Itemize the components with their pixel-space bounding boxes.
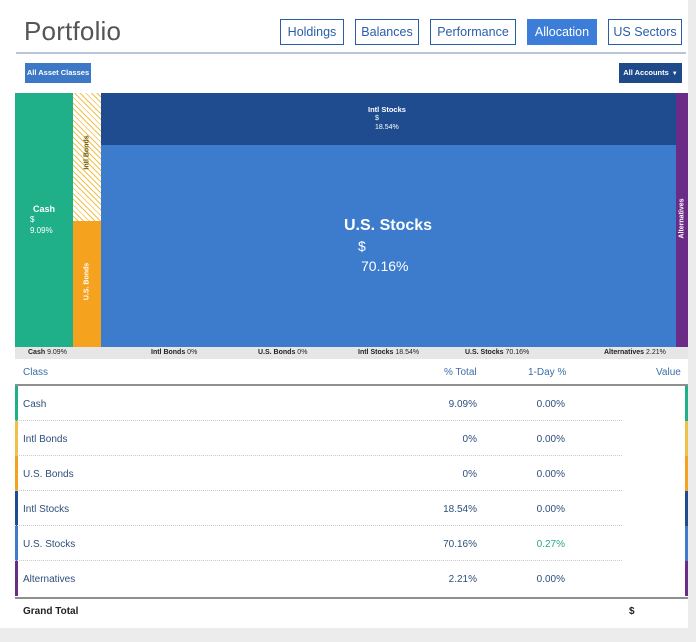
treemap-intl-bonds-label: Intl Bonds [83, 135, 91, 170]
treemap-tile-us-bonds[interactable]: U.S. Bonds [73, 221, 101, 347]
row-class: Cash [23, 399, 47, 410]
treemap-alternatives-label: Alternatives [678, 198, 686, 239]
caret-down-icon: ▼ [671, 71, 678, 77]
row-class: Alternatives [23, 574, 76, 585]
treemap-us-stocks-value: $ [358, 238, 366, 254]
column-header-class[interactable]: Class [23, 367, 49, 378]
asset-classes-button[interactable]: All Asset Classes [25, 63, 91, 83]
allocation-table-header: Class % Total 1-Day % Value [15, 364, 688, 382]
table-row[interactable]: Alternatives 2.21% 0.00% [15, 561, 688, 596]
treemap-tile-us-stocks[interactable]: U.S. Stocks $ 70.16% [101, 145, 676, 347]
row-class: U.S. Stocks [23, 539, 76, 550]
grand-total-row: Grand Total $ [15, 600, 688, 622]
tab-performance[interactable]: Performance [430, 19, 516, 45]
row-one-day: 0.00% [536, 574, 565, 585]
tab-holdings[interactable]: Holdings [280, 19, 344, 45]
grand-total-value: $ [629, 606, 635, 617]
row-pct-total: 2.21% [448, 574, 477, 585]
header-divider [16, 52, 686, 54]
tab-allocation[interactable]: Allocation [527, 19, 597, 45]
treemap-tile-alternatives[interactable]: Alternatives [676, 93, 688, 347]
treemap-tile-cash[interactable]: Cash $ 9.09% [15, 93, 73, 347]
view-tabs: Holdings Balances Performance Allocation… [280, 19, 686, 45]
row-color-marker-right [685, 386, 688, 421]
accounts-dropdown-label: All Accounts [623, 68, 669, 77]
treemap-intl-stocks-value: $ [375, 115, 379, 122]
grand-total-label: Grand Total [23, 606, 79, 617]
row-class: Intl Bonds [23, 434, 68, 445]
frame-shade-bottom [0, 628, 696, 642]
row-color-marker [15, 491, 18, 526]
row-one-day: 0.00% [536, 504, 565, 515]
table-row[interactable]: U.S. Stocks 70.16% 0.27% [15, 526, 688, 561]
legend-item-cash: Cash 9.09% [28, 349, 67, 356]
table-row[interactable]: Intl Stocks 18.54% 0.00% [15, 491, 688, 526]
legend-item-intl-bonds: Intl Bonds 0% [151, 349, 198, 356]
allocation-treemap: Cash $ 9.09% Intl Bonds U.S. Bonds Intl … [15, 93, 688, 347]
tab-us-sectors[interactable]: US Sectors [608, 19, 682, 45]
row-color-marker [15, 386, 18, 421]
accounts-dropdown[interactable]: All Accounts ▼ [619, 63, 682, 83]
treemap-tile-intl-stocks[interactable]: Intl Stocks $ 18.54% [101, 93, 676, 145]
treemap-tile-intl-bonds[interactable]: Intl Bonds [73, 93, 101, 221]
frame-shade-right [688, 0, 696, 642]
table-row[interactable]: Intl Bonds 0% 0.00% [15, 421, 688, 456]
row-separator [15, 560, 622, 561]
allocation-legend: Cash 9.09% Intl Bonds 0% U.S. Bonds 0% I… [15, 347, 688, 359]
row-separator [15, 490, 622, 491]
legend-item-us-bonds: U.S. Bonds 0% [258, 349, 308, 356]
row-pct-total: 70.16% [443, 539, 477, 550]
legend-item-alternatives: Alternatives 2.21% [604, 349, 666, 356]
column-header-one-day[interactable]: 1-Day % [528, 367, 567, 378]
treemap-us-stocks-pct: 70.16% [361, 258, 409, 274]
row-class: U.S. Bonds [23, 469, 74, 480]
row-separator [15, 420, 622, 421]
row-pct-total: 9.09% [448, 399, 477, 410]
row-one-day: 0.27% [536, 539, 565, 550]
row-one-day: 0.00% [536, 469, 565, 480]
column-header-pct-total[interactable]: % Total [444, 367, 477, 378]
row-color-marker [15, 421, 18, 456]
row-pct-total: 18.54% [443, 504, 477, 515]
row-color-marker-right [685, 421, 688, 456]
row-color-marker [15, 526, 18, 561]
row-class: Intl Stocks [23, 504, 70, 515]
row-color-marker-right [685, 561, 688, 596]
row-one-day: 0.00% [536, 434, 565, 445]
row-color-marker [15, 456, 18, 491]
page-title: Portfolio [24, 16, 122, 46]
row-color-marker-right [685, 491, 688, 526]
treemap-us-bonds-label: U.S. Bonds [83, 262, 91, 301]
treemap-intl-stocks-pct: 18.54% [375, 124, 399, 131]
treemap-intl-stocks-label: Intl Stocks [368, 105, 406, 114]
column-header-value[interactable]: Value [656, 367, 681, 378]
row-color-marker-right [685, 456, 688, 491]
row-color-marker [15, 561, 18, 596]
row-one-day: 0.00% [536, 399, 565, 410]
legend-item-us-stocks: U.S. Stocks 70.16% [465, 349, 530, 356]
row-color-marker-right [685, 526, 688, 561]
row-pct-total: 0% [462, 434, 477, 445]
treemap-cash-label: Cash [33, 204, 56, 214]
table-divider-top [15, 384, 688, 386]
treemap-us-stocks-label: U.S. Stocks [344, 217, 433, 234]
row-separator [15, 525, 622, 526]
row-separator [15, 455, 622, 456]
legend-item-intl-stocks: Intl Stocks 18.54% [358, 349, 420, 356]
treemap-cash-pct: 9.09% [30, 226, 53, 235]
table-row[interactable]: Cash 9.09% 0.00% [15, 386, 688, 421]
table-divider-bottom [15, 597, 688, 599]
table-row[interactable]: U.S. Bonds 0% 0.00% [15, 456, 688, 491]
row-pct-total: 0% [462, 469, 477, 480]
treemap-cash-value: $ [30, 215, 35, 224]
tab-balances[interactable]: Balances [355, 19, 419, 45]
